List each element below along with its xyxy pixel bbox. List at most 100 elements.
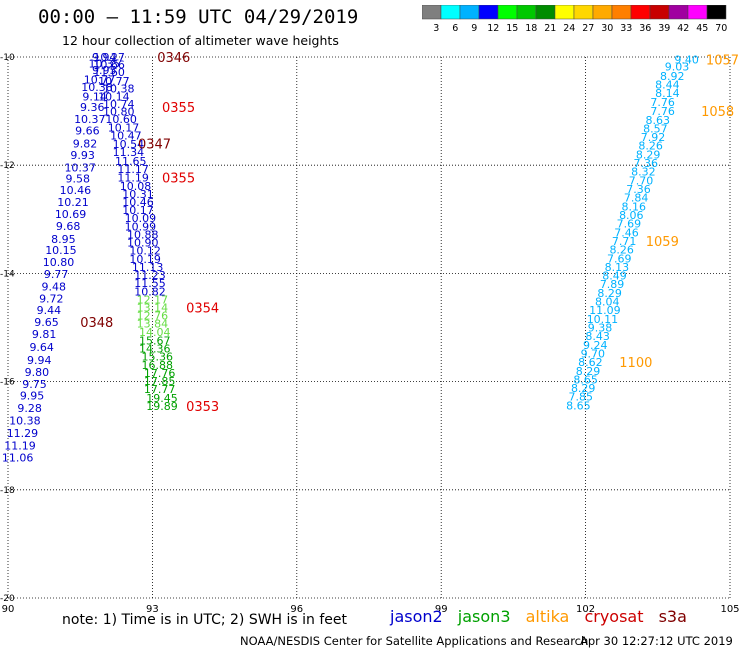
wave-height-value: 12.17 [137, 293, 169, 306]
pass-time-label: 1100 [619, 356, 652, 371]
wave-height-value: 8.92 [660, 70, 685, 83]
wave-height-value: 10.17 [108, 121, 140, 134]
wave-height-value: 9.24 [583, 339, 608, 352]
wave-height-value: 17.77 [144, 383, 176, 396]
wave-height-value: 10.09 [125, 212, 157, 225]
wave-height-value: 8.62 [578, 356, 603, 369]
legend-cryosat: cryosat [584, 607, 644, 626]
wave-height-value: 9.77 [44, 268, 69, 281]
legend-jason3: jason3 [457, 607, 511, 626]
wave-height-value: 11.60 [93, 66, 125, 79]
wave-height-value: 10.31 [122, 188, 154, 201]
pass-time-label: 0353 [186, 400, 219, 415]
x-tick-label: 96 [290, 604, 303, 615]
x-tick-label: 93 [146, 604, 159, 615]
wave-height-value: 8.16 [621, 200, 646, 213]
y-tick-label: -14 [0, 269, 15, 279]
wave-height-value: 10.77 [84, 74, 116, 87]
wave-height-value: 9.70 [581, 347, 606, 360]
wave-height-value: 9.82 [73, 138, 98, 151]
wave-height-value: 7.36 [626, 183, 651, 196]
wave-height-value: 11.65 [115, 155, 147, 168]
wave-height-value: 9.80 [25, 366, 50, 379]
wave-height-value: 9.65 [34, 316, 59, 329]
wave-height-value: 8.26 [609, 244, 634, 257]
chart-title: 00:00 – 11:59 UTC 04/29/2019 [38, 6, 359, 28]
colorbar-label: 39 [658, 23, 670, 34]
wave-height-value: 9.66 [75, 125, 100, 138]
wave-height-value: 10.12 [129, 245, 161, 258]
wave-height-value: 7.71 [612, 235, 637, 248]
wave-height-value: 10.69 [55, 208, 87, 221]
wave-height-value: 14.36 [139, 343, 171, 356]
wave-height-value: 12.76 [137, 310, 169, 323]
wave-height-value: 17.76 [144, 367, 176, 380]
wave-height-value: 10.38 [103, 82, 135, 95]
colorbar-label: 9 [471, 23, 477, 34]
wave-height-value: 10.54 [113, 138, 145, 151]
wave-height-value: 9.36 [80, 101, 105, 114]
wave-height-value: 9.38 [588, 322, 613, 335]
wave-height-value: 9.94 [92, 51, 117, 64]
wave-height-value: 16.88 [141, 359, 173, 372]
chart-subtitle: 12 hour collection of altimeter wave hei… [62, 33, 339, 48]
colorbar-label: 15 [506, 23, 518, 34]
wave-height-value: 9.75 [22, 378, 47, 391]
wave-height-value: 17.85 [144, 375, 176, 388]
colorbar-label: 27 [582, 23, 594, 34]
colorbar-label: 24 [563, 23, 575, 34]
wave-height-value: 8.14 [655, 87, 680, 100]
pass-time-label: 0346 [157, 51, 190, 66]
pass-time-label: 0355 [162, 101, 195, 116]
wave-height-value: 7.76 [650, 96, 675, 109]
colorbar-label: 36 [639, 23, 651, 34]
y-tick-label: -20 [0, 594, 15, 604]
wave-height-value: 10.46 [122, 196, 154, 209]
wave-height-value: 9.28 [17, 402, 42, 415]
wave-height-value: 10.60 [105, 113, 137, 126]
wave-height-value: 15.67 [139, 334, 171, 347]
wave-height-value: 13.14 [137, 301, 169, 314]
satellite-legend: jason2 jason3 altika cryosat s3a [390, 607, 697, 626]
wave-height-value: 10.15 [45, 244, 77, 257]
wave-height-value: 8.06 [619, 209, 644, 222]
colorbar-label: 3 [433, 23, 439, 34]
wave-height-value: 11.19 [117, 172, 149, 185]
wave-height-value: 10.14 [98, 90, 130, 103]
wave-height-value: 7.89 [600, 278, 625, 291]
colorbar-label: 21 [544, 23, 556, 34]
wave-height-value: 11.29 [7, 427, 39, 440]
wave-height-value: 10.37 [64, 161, 96, 174]
wave-height-value: 9.93 [70, 149, 95, 162]
wave-height-value: 19.45 [146, 392, 178, 405]
pass-time-label: 1058 [701, 105, 734, 120]
y-tick-label: -12 [0, 161, 15, 171]
wave-height-value: 10.38 [9, 415, 41, 428]
generated-timestamp: Apr 30 12:27:12 UTC 2019 [580, 634, 733, 648]
pass-time-label: 0354 [186, 301, 219, 316]
y-tick-label: -10 [0, 53, 15, 63]
wave-height-value: 10.77 [98, 75, 130, 88]
wave-height-value: 8.65 [573, 373, 598, 386]
wave-height-value: 8.29 [576, 365, 601, 378]
wave-height-value: 7.69 [617, 218, 642, 231]
wave-height-value: 9.14 [82, 90, 107, 103]
colorbar-label: 70 [715, 23, 727, 34]
wave-height-value: 9.72 [39, 292, 64, 305]
pass-time-label: 0355 [162, 172, 195, 187]
wave-height-value: 8.29 [571, 382, 596, 395]
wave-height-value: 9.81 [32, 328, 57, 341]
wave-height-value: 9.68 [56, 220, 81, 233]
wave-height-value: 9.95 [92, 64, 117, 77]
x-tick-label: 102 [576, 604, 595, 615]
x-tick-label: 105 [720, 604, 739, 615]
wave-height-value: 8.29 [636, 148, 661, 161]
wave-height-value: 7.84 [624, 192, 649, 205]
wave-height-value: 7.69 [607, 252, 632, 265]
wave-height-value: 11.06 [2, 451, 34, 464]
wave-height-value: 10.47 [110, 129, 142, 142]
wave-height-value: 8.44 [655, 79, 680, 92]
wave-height-value: 10.88 [127, 228, 159, 241]
wave-height-value: 8.26 [638, 140, 663, 153]
